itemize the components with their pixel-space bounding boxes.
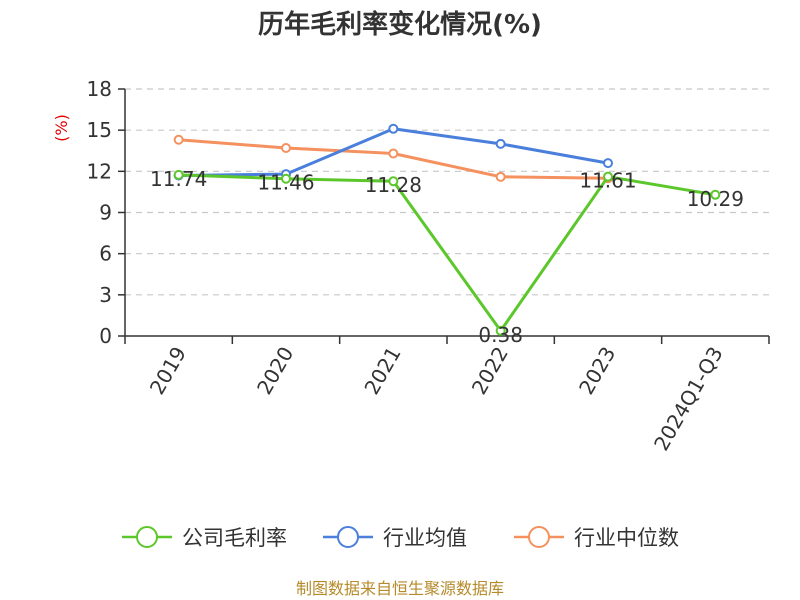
- legend-marker: [337, 526, 359, 548]
- series-line: [178, 173, 716, 333]
- legend-marker: [136, 526, 158, 548]
- legend-label: 行业均值: [383, 526, 467, 550]
- series: [173, 123, 721, 336]
- legend: 公司毛利率 行业均值 行业中位数: [122, 526, 679, 550]
- data-label: 11.28: [365, 173, 422, 197]
- data-label: 11.61: [579, 169, 636, 193]
- y-tick-label: 15: [87, 118, 112, 142]
- x-tick-label: 2024Q1-Q3: [649, 343, 728, 455]
- legend-marker: [528, 526, 550, 548]
- data-label: 11.46: [257, 171, 314, 195]
- y-axis-label: (%): [52, 114, 71, 142]
- data-point: [603, 158, 613, 169]
- x-tick-label: 2020: [252, 343, 298, 399]
- y-tick-label: 3: [99, 283, 112, 307]
- data-labels: 11.74 11.46 11.28 0.38 11.61 10.29: [150, 167, 744, 347]
- y-tick-label: 18: [87, 77, 112, 101]
- legend-item: 行业均值: [323, 526, 467, 550]
- data-point: [710, 189, 721, 200]
- legend-label: 行业中位数: [574, 526, 679, 550]
- legend-item: 行业中位数: [514, 526, 679, 550]
- grid: [125, 88, 769, 296]
- y-tick-label: 12: [87, 159, 112, 183]
- data-label: 10.29: [687, 187, 744, 211]
- data-label: 0.38: [478, 323, 523, 347]
- x-tick-label: 2021: [359, 343, 405, 399]
- data-point: [173, 169, 184, 180]
- data-label: 11.74: [150, 167, 207, 191]
- data-point: [388, 176, 399, 187]
- data-point: [495, 325, 506, 336]
- chart-title: 历年毛利率变化情况(%): [258, 9, 542, 40]
- data-point: [173, 134, 184, 145]
- data-point: [603, 171, 613, 182]
- x-tick-label: 2022: [467, 343, 513, 399]
- data-point: [388, 123, 399, 134]
- data-point: [388, 148, 399, 159]
- data-point: [281, 173, 291, 184]
- source-note: 制图数据来自恒生聚源数据库: [296, 579, 504, 598]
- x-tick-label: 2023: [574, 343, 620, 399]
- legend-label: 公司毛利率: [182, 526, 287, 550]
- data-point: [281, 143, 291, 154]
- legend-item: 公司毛利率: [122, 526, 287, 550]
- data-point: [495, 171, 506, 182]
- y-tick-label: 6: [99, 242, 112, 266]
- y-tick-label: 0: [99, 324, 112, 348]
- y-tick-label: 9: [99, 201, 112, 225]
- x-tick-label: 2019: [145, 343, 191, 399]
- data-point: [495, 138, 506, 149]
